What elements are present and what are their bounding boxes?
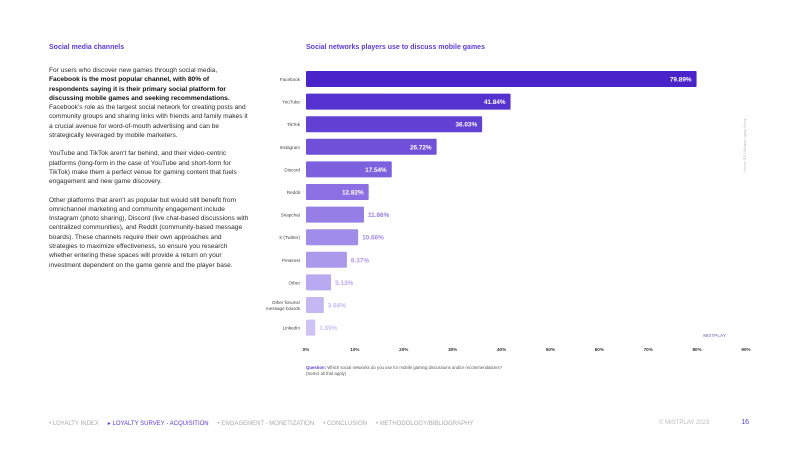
- bar: [306, 138, 437, 155]
- bar: [306, 229, 359, 246]
- footer-nav-item[interactable]: ▸ LOYALTY SURVEY - ACQUISITION: [107, 421, 209, 427]
- category-label: Other forums/message boards: [266, 300, 301, 311]
- category-label: YouTube: [282, 100, 300, 105]
- footer: • LOYALTY INDEX ▸ LOYALTY SURVEY - ACQUIS…: [49, 419, 759, 432]
- bar: [306, 251, 347, 268]
- x-tick-label: 10%: [350, 347, 359, 352]
- bar: [306, 297, 324, 313]
- bar: [306, 184, 369, 200]
- page-number: 16: [741, 419, 749, 426]
- value-label: 5.13%: [335, 280, 353, 287]
- chart-title: Social networks players use to discuss m…: [306, 44, 485, 51]
- value-label: 8.37%: [351, 257, 369, 264]
- chart-logo: MISTPLAY: [703, 333, 726, 338]
- category-label: X (Twitter): [279, 235, 300, 240]
- value-label: 10.66%: [362, 235, 384, 242]
- x-tick-label: 0%: [303, 347, 310, 352]
- footer-nav-item[interactable]: • LOYALTY INDEX: [49, 421, 99, 427]
- bar: [306, 206, 364, 223]
- value-label: 79.89%: [670, 77, 692, 84]
- paragraph-3: Other platforms that aren't as popular b…: [49, 196, 249, 269]
- bar: [306, 319, 316, 336]
- category-label: Snapchat: [281, 213, 301, 218]
- category-label: Other: [289, 280, 301, 285]
- x-tick-label: 60%: [595, 347, 604, 352]
- value-label: 12.82%: [342, 190, 364, 197]
- value-label: 26.72%: [410, 144, 432, 151]
- bar: [306, 71, 697, 87]
- category-label: TikTok: [287, 122, 301, 127]
- question-note: Question: Which social networks do you u…: [306, 365, 502, 376]
- bar-chart: Facebook 79.89% YouTube 41.84% TikTok 36.03% I…: [266, 71, 751, 352]
- source-note: Source: 2023 Mistplay Loyalty Survey: [743, 118, 747, 172]
- category-label: Instagram: [280, 145, 301, 150]
- footer-nav-item[interactable]: • ENGAGEMENT - MONETIZATION: [217, 421, 315, 427]
- x-tick-label: 30%: [448, 347, 457, 352]
- x-tick-label: 70%: [644, 347, 653, 352]
- category-label: Reddit: [287, 190, 301, 195]
- footer-nav: • LOYALTY INDEX ▸ LOYALTY SURVEY - ACQUIS…: [49, 420, 482, 427]
- paragraph-1-highlight: Facebook is the most popular channel, wi…: [49, 76, 230, 102]
- bar: [306, 93, 511, 110]
- value-label: 3.64%: [328, 303, 346, 310]
- value-label: 36.03%: [455, 122, 477, 129]
- value-label: 1.89%: [319, 325, 337, 332]
- bar: [306, 274, 332, 291]
- bar: [306, 161, 392, 178]
- x-tick-label: 90%: [741, 347, 750, 352]
- x-tick-label: 40%: [497, 347, 506, 352]
- category-label: Pinterest: [282, 258, 301, 263]
- value-label: 41.84%: [484, 99, 506, 106]
- value-label: 11.86%: [368, 212, 390, 219]
- section-title: Social media channels: [49, 44, 125, 51]
- footer-nav-item[interactable]: • METHODOLOGY/BIBLIOGRAPHY: [375, 421, 474, 427]
- x-tick-label: 80%: [693, 347, 702, 352]
- category-label: LinkedIn: [283, 326, 301, 331]
- x-tick-label: 50%: [546, 347, 555, 352]
- bar: [306, 116, 483, 133]
- x-tick-label: 20%: [399, 347, 408, 352]
- paragraph-1: For users who discover new games through…: [49, 67, 248, 140]
- category-label: Discord: [284, 167, 300, 172]
- copyright: © MISTPLAY 2023: [659, 420, 710, 426]
- category-label: Facebook: [280, 77, 301, 82]
- value-label: 17.54%: [365, 167, 387, 174]
- paragraph-2: YouTube and TikTok aren't far behind, an…: [49, 150, 237, 186]
- left-column: Social media channels For users who disc…: [49, 44, 249, 279]
- footer-nav-item[interactable]: • CONCLUSION: [323, 421, 367, 427]
